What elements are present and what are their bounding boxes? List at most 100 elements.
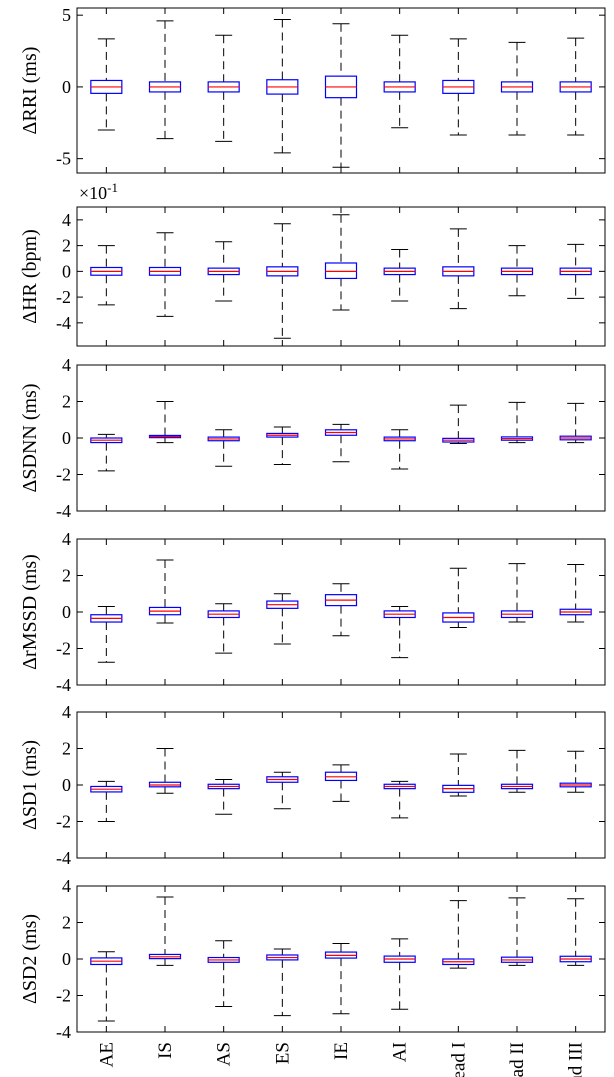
box-lead-i: [442, 900, 475, 969]
box-ai: [383, 248, 416, 302]
box-lead-i: [442, 404, 475, 444]
y-tick-label: 0: [62, 949, 71, 969]
box-ae: [90, 38, 123, 131]
box-ai: [383, 606, 416, 659]
x-tick-label: AE: [96, 1042, 117, 1067]
box-lead-ii: [500, 245, 534, 297]
box-as: [207, 34, 240, 142]
y-axis-label: ΔSDNN (ms): [19, 384, 41, 493]
box-lead-ii: [500, 897, 534, 966]
box-lead-i: [442, 38, 475, 136]
box-ai: [383, 429, 416, 470]
box-ae: [90, 951, 123, 1022]
panel-3: -4 -2 0 2 4 ΔSDNN (ms): [19, 355, 606, 521]
x-tick-label: lead I: [448, 1042, 469, 1077]
box-as: [207, 241, 240, 302]
y-axis-label: ΔRRI (ms): [19, 47, 41, 135]
y-tick-label: -4: [56, 313, 71, 333]
box-lead-ii: [500, 41, 534, 136]
box-es: [266, 771, 299, 810]
y-tick-label: 2: [62, 739, 71, 759]
y-tick-label: 4: [62, 210, 71, 230]
y-axis-label: ΔHR (bpm): [19, 229, 41, 324]
y-tick-label: 0: [62, 428, 71, 448]
box-ai: [383, 780, 416, 819]
box-ie: [324, 214, 358, 311]
panel-6: -4 -2 0 2 4 ΔSD2 (ms) AE IS AS ES IE AI lead I lead I…: [19, 876, 606, 1077]
box-as: [207, 429, 240, 467]
y-tick-label: 2: [62, 236, 71, 256]
y-tick-label: -4: [56, 675, 71, 695]
box-es: [266, 223, 299, 339]
y-tick-label: -2: [56, 812, 71, 832]
box-lead-iii: [559, 37, 592, 136]
y-tick-label: 4: [62, 355, 71, 375]
x-tick-label: IS: [155, 1042, 176, 1059]
x-tick-label: lead III: [566, 1042, 587, 1077]
box-es: [266, 18, 299, 154]
box-lead-iii: [559, 564, 592, 623]
y-tick-label: -2: [56, 287, 71, 307]
box-ie: [324, 583, 358, 637]
box-is: [148, 20, 182, 140]
iqr-box: [324, 262, 358, 280]
box-es: [266, 948, 299, 1017]
box-lead-iii: [559, 898, 592, 966]
y-tick-label: -2: [56, 986, 71, 1006]
y-tick-label: 5: [62, 5, 71, 25]
box-lead-i: [442, 753, 475, 797]
y-axis-label: ΔSD2 (ms): [19, 914, 41, 1004]
box-lead-ii: [500, 749, 534, 793]
box-is: [148, 232, 182, 317]
box-lead-iii: [559, 750, 592, 793]
panel-4: -4 -2 0 2 4 ΔrMSSD (ms): [19, 529, 606, 695]
y-tick-label: 4: [62, 702, 71, 722]
box-ai: [383, 938, 416, 1010]
y-tick-label: 2: [62, 566, 71, 586]
y-tick-label: 2: [62, 913, 71, 933]
box-as: [207, 603, 240, 654]
box-as: [207, 779, 240, 815]
y-tick-label: 0: [62, 261, 71, 281]
x-tick-label: lead II: [507, 1042, 528, 1077]
box-as: [207, 940, 240, 1007]
y-tick-label: -5: [56, 149, 71, 169]
y-tick-label: -2: [56, 639, 71, 659]
box-lead-i: [442, 567, 475, 629]
box-is: [148, 559, 182, 624]
y-tick-label: -4: [56, 1022, 71, 1042]
box-ie: [324, 942, 358, 1015]
x-tick-label: ES: [272, 1042, 293, 1064]
y-exponent-label: ×10-1: [79, 180, 118, 203]
box-es: [266, 593, 299, 645]
box-ae: [90, 433, 123, 472]
box-lead-i: [442, 228, 475, 310]
box-ai: [383, 34, 416, 129]
box-is: [148, 748, 182, 794]
y-tick-label: -2: [56, 465, 71, 485]
y-tick-label: -4: [56, 501, 71, 521]
y-tick-label: 0: [62, 775, 71, 795]
y-axis-label: ΔrMSSD (ms): [19, 554, 41, 670]
x-tick-label: AS: [214, 1042, 235, 1066]
box-lead-iii: [559, 402, 592, 444]
box-ae: [90, 606, 123, 663]
box-ae: [90, 780, 123, 822]
panel-2: -4 -2 0 2 4 ΔHR (bpm) ×10-1: [19, 180, 606, 347]
box-es: [266, 426, 299, 465]
box-lead-iii: [559, 243, 592, 299]
box-ie: [324, 423, 358, 463]
y-axis-label: ΔSD1 (ms): [19, 740, 41, 830]
box-lead-ii: [500, 563, 534, 623]
box-is: [148, 401, 182, 444]
y-tick-label: 4: [62, 876, 71, 896]
y-tick-label: 0: [62, 602, 71, 622]
box-ie: [324, 23, 358, 168]
box-ae: [90, 245, 123, 306]
box-ie: [324, 764, 358, 802]
panel-1: -5 0 5 ΔRRI (ms): [19, 5, 606, 174]
y-tick-label: -4: [56, 848, 71, 868]
y-exponent-power: -1: [107, 180, 118, 195]
y-tick-label: 4: [62, 529, 71, 549]
